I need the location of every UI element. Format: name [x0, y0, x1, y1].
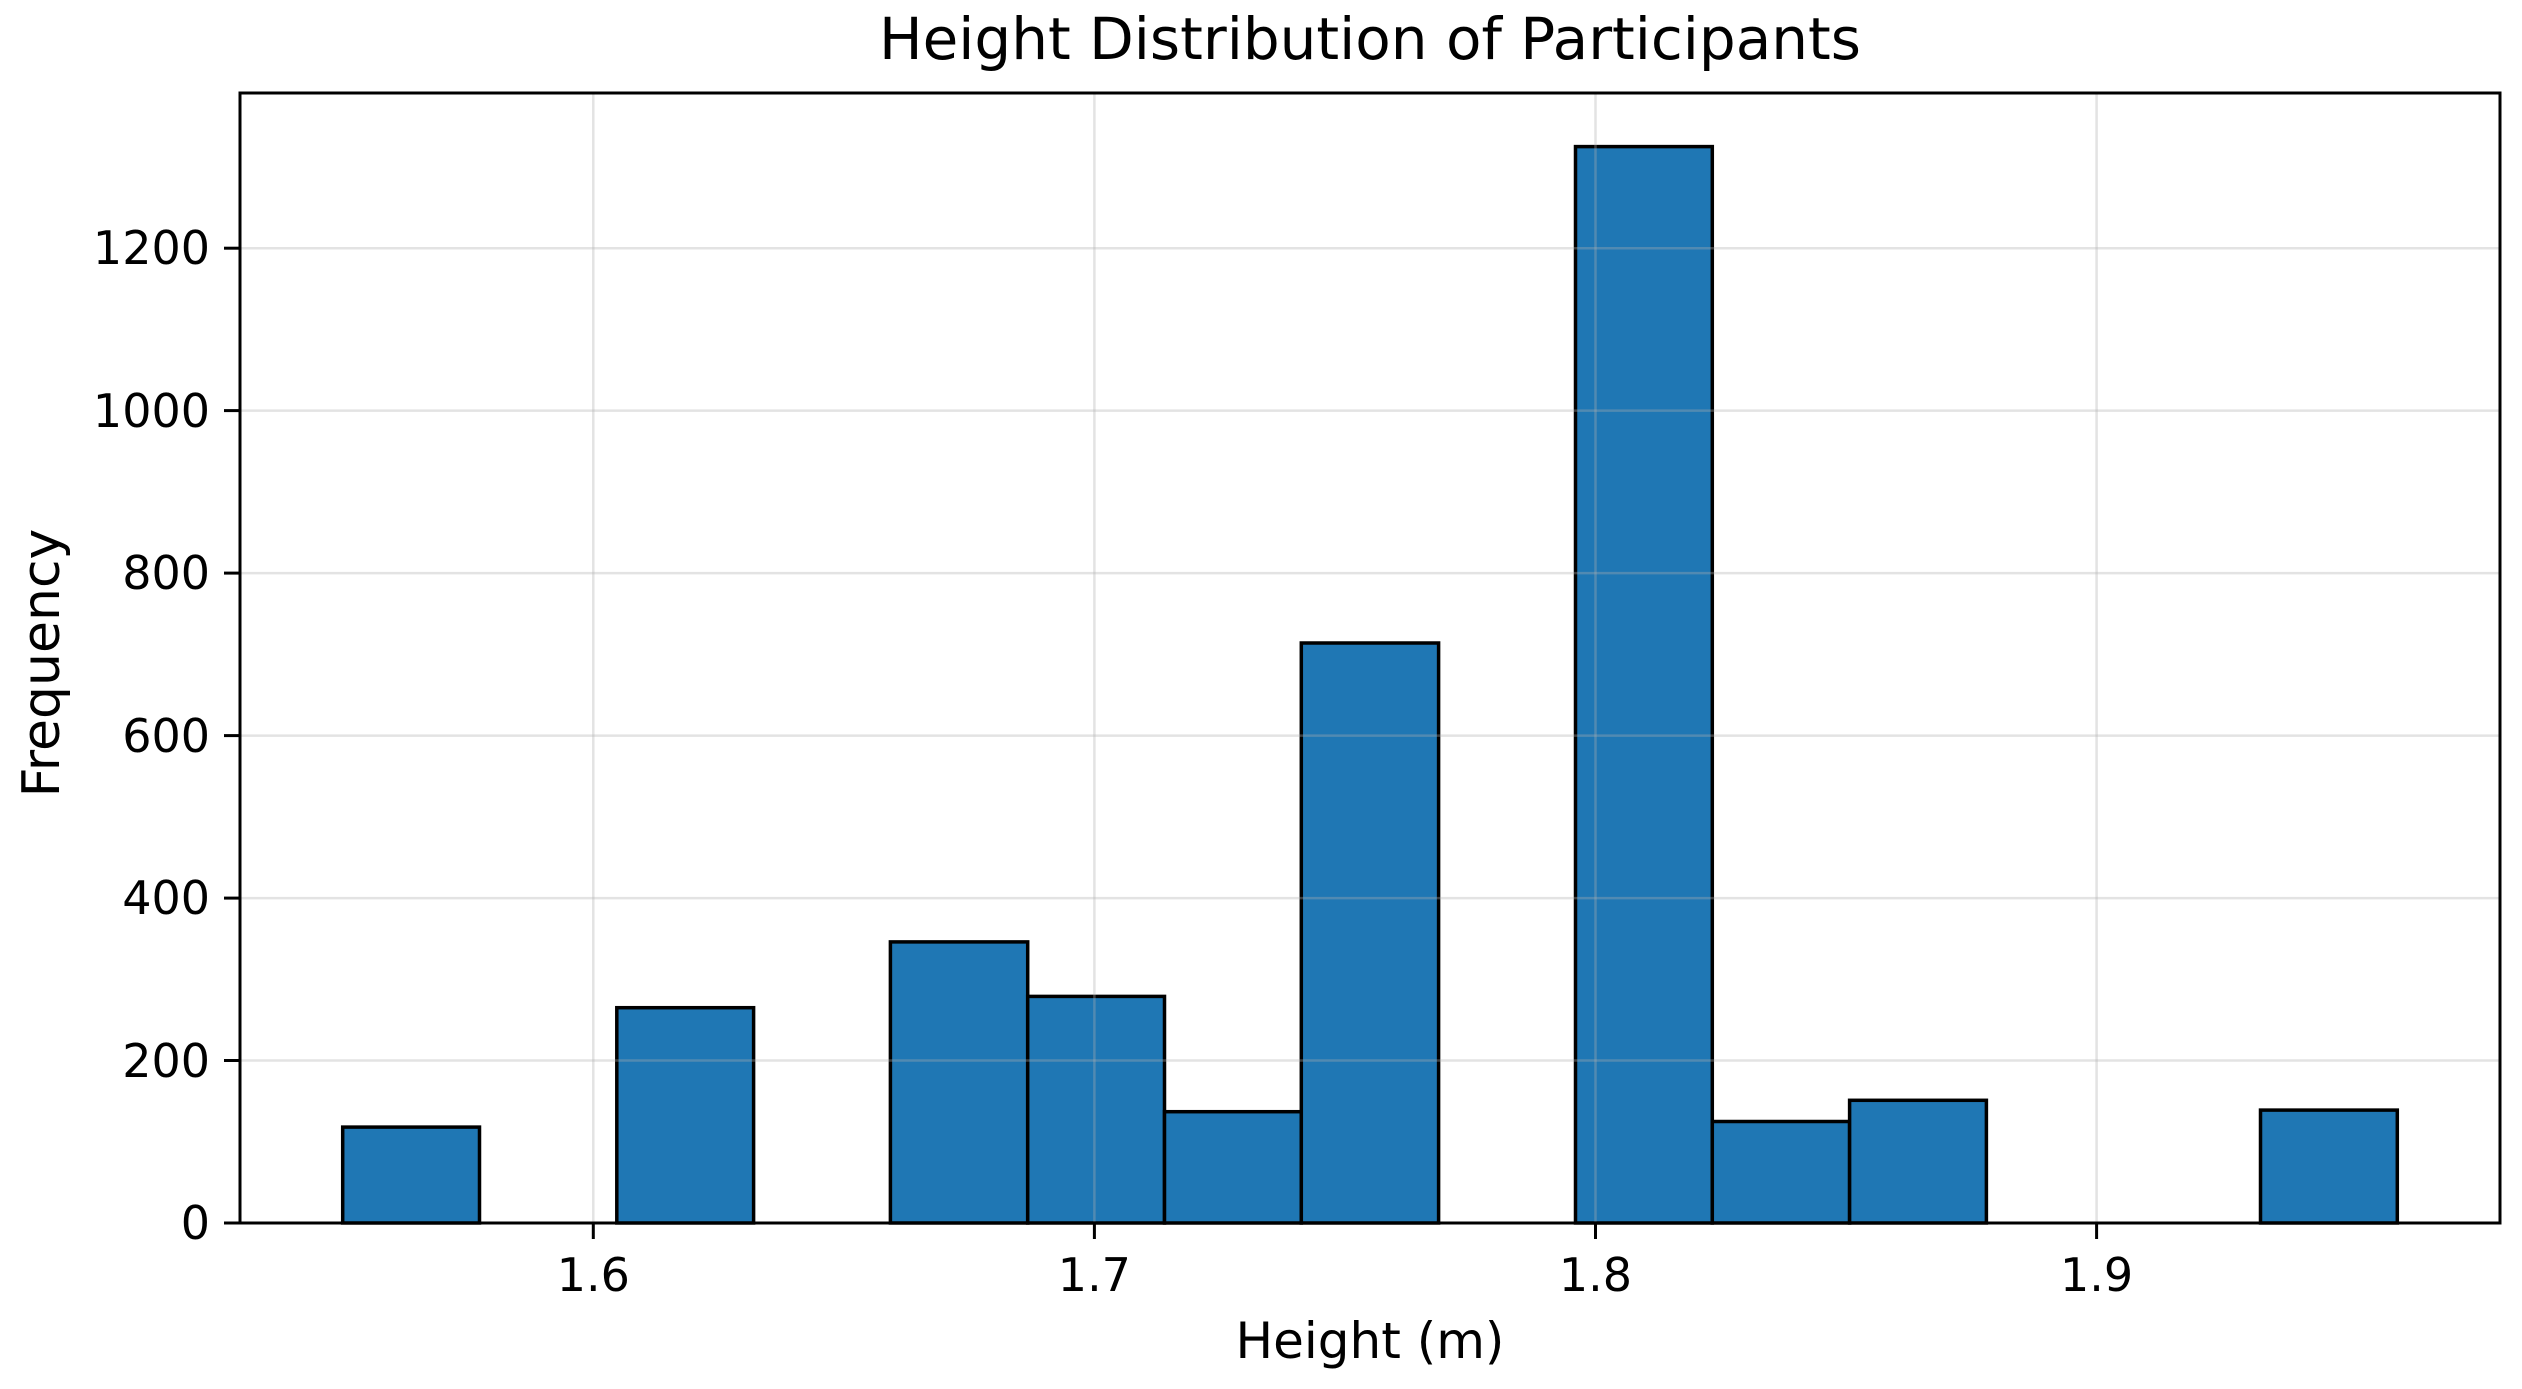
histogram-bar — [1299, 641, 1441, 1225]
y-tick-label: 400 — [122, 871, 210, 926]
y-tick-label: 800 — [122, 546, 210, 601]
y-tick-label: 600 — [122, 708, 210, 763]
x-tick-label: 1.9 — [2060, 1248, 2134, 1302]
y-tick-label: 0 — [180, 1196, 210, 1250]
y-tick-label: 1000 — [92, 383, 210, 438]
y-tick-label: 1200 — [92, 221, 210, 276]
histogram-bar — [1025, 994, 1167, 1225]
histogram-bar — [888, 940, 1030, 1225]
x-axis-label: Height (m) — [1235, 1312, 1505, 1370]
x-tick-label: 1.7 — [1057, 1248, 1131, 1302]
histogram-bar — [1710, 1119, 1852, 1225]
histogram-bar — [1162, 1109, 1304, 1225]
histogram-bar — [615, 1005, 756, 1225]
plot-spines — [238, 91, 2502, 1225]
x-tick-label: 1.6 — [556, 1248, 630, 1302]
x-tick-label: 1.8 — [1558, 1248, 1633, 1302]
histogram-bar — [340, 1125, 482, 1225]
chart-title: Height Distribution of Participants — [878, 5, 1861, 73]
histogram-bar — [1847, 1098, 1989, 1225]
y-tick-label: 200 — [122, 1033, 210, 1088]
histogram-bar — [2258, 1108, 2400, 1225]
